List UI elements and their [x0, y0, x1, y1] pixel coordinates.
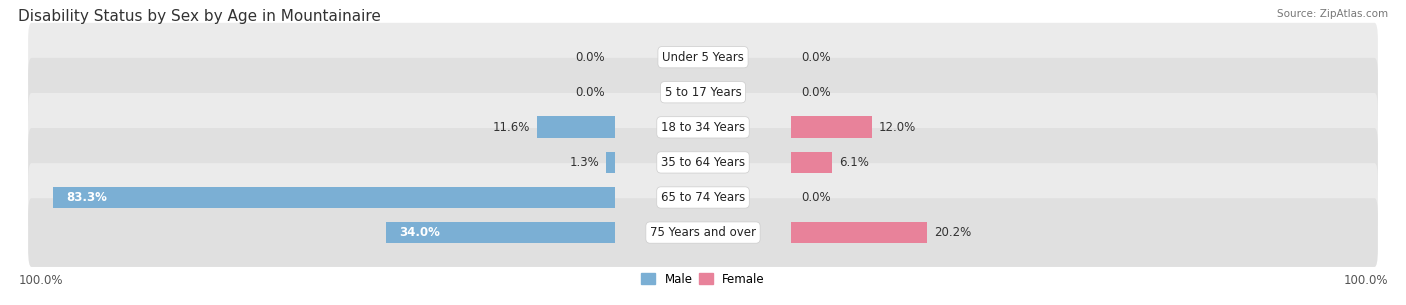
Text: 65 to 74 Years: 65 to 74 Years	[661, 191, 745, 204]
Legend: Male, Female: Male, Female	[637, 268, 769, 290]
Text: 0.0%: 0.0%	[801, 86, 831, 99]
Bar	[537, 117, 616, 138]
Bar	[606, 152, 616, 173]
Bar	[53, 187, 616, 208]
Text: 1.3%: 1.3%	[569, 156, 600, 169]
Text: 0.0%: 0.0%	[801, 191, 831, 204]
Text: 75 Years and over: 75 Years and over	[650, 226, 756, 239]
FancyBboxPatch shape	[28, 163, 1378, 232]
FancyBboxPatch shape	[28, 198, 1378, 267]
Text: Under 5 Years: Under 5 Years	[662, 51, 744, 64]
Text: 35 to 64 Years: 35 to 64 Years	[661, 156, 745, 169]
Text: 0.0%: 0.0%	[801, 51, 831, 64]
FancyBboxPatch shape	[28, 23, 1378, 92]
FancyBboxPatch shape	[28, 58, 1378, 127]
Text: 20.2%: 20.2%	[934, 226, 972, 239]
Text: 34.0%: 34.0%	[399, 226, 440, 239]
Text: 100.0%: 100.0%	[1343, 274, 1388, 287]
Text: 100.0%: 100.0%	[18, 274, 63, 287]
Text: 11.6%: 11.6%	[494, 121, 530, 134]
FancyBboxPatch shape	[28, 93, 1378, 162]
Text: 5 to 17 Years: 5 to 17 Years	[665, 86, 741, 99]
Text: 0.0%: 0.0%	[575, 51, 605, 64]
Bar	[790, 152, 832, 173]
Text: 18 to 34 Years: 18 to 34 Years	[661, 121, 745, 134]
Bar	[385, 222, 616, 243]
Bar	[790, 222, 927, 243]
Text: 0.0%: 0.0%	[575, 86, 605, 99]
Text: Disability Status by Sex by Age in Mountainaire: Disability Status by Sex by Age in Mount…	[18, 9, 381, 24]
Text: 12.0%: 12.0%	[879, 121, 915, 134]
FancyBboxPatch shape	[28, 128, 1378, 197]
Text: 83.3%: 83.3%	[66, 191, 107, 204]
Text: 6.1%: 6.1%	[838, 156, 869, 169]
Bar	[790, 117, 872, 138]
Text: Source: ZipAtlas.com: Source: ZipAtlas.com	[1277, 9, 1388, 19]
